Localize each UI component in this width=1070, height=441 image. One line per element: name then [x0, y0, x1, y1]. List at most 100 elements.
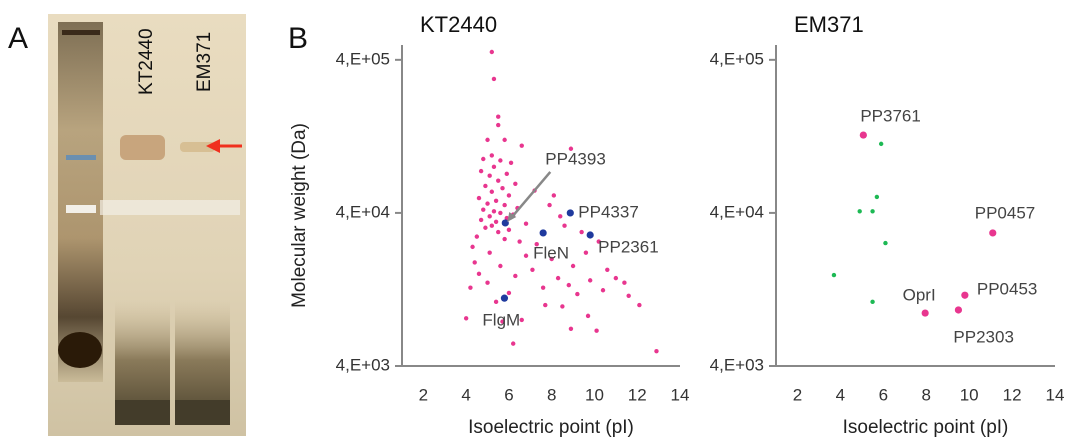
point [579, 229, 584, 235]
point [883, 240, 888, 246]
point [506, 290, 512, 296]
point [566, 209, 574, 217]
point [487, 173, 492, 178]
point [613, 275, 619, 281]
point [555, 275, 561, 281]
point [487, 250, 492, 255]
point [654, 348, 659, 354]
point-label: PP2303 [953, 327, 1014, 346]
chart-title: KT2440 [420, 12, 497, 37]
x-tick-label: 12 [628, 385, 647, 404]
point [857, 209, 862, 214]
point [500, 294, 509, 302]
chart-title: EM371 [794, 12, 864, 37]
y-tick-label: 4,E+04 [710, 202, 764, 221]
point [558, 214, 563, 219]
point [600, 288, 606, 293]
point [500, 186, 505, 191]
point [493, 299, 499, 305]
point [921, 309, 929, 317]
point [470, 244, 475, 250]
point [513, 273, 518, 279]
x-tick-label: 10 [960, 385, 979, 404]
x-tick-label: 12 [1003, 385, 1022, 404]
point [961, 291, 969, 299]
point [519, 143, 524, 148]
x-tick-label: 8 [547, 385, 556, 404]
point [523, 253, 529, 258]
point [491, 76, 497, 82]
point-label: PP0457 [975, 203, 1035, 222]
point [583, 250, 589, 255]
point [831, 272, 837, 278]
point-label: OprI [903, 286, 936, 305]
point [570, 263, 576, 269]
point [481, 156, 486, 162]
point [539, 229, 547, 237]
point [476, 195, 482, 201]
point [476, 271, 482, 277]
point [498, 263, 503, 269]
x-tick-label: 14 [1046, 385, 1065, 404]
point [496, 229, 501, 235]
point-label: PP0453 [977, 280, 1038, 299]
point [543, 302, 548, 308]
point-label: FleN [533, 243, 569, 262]
point-label: PP3761 [860, 107, 921, 126]
point [859, 131, 867, 139]
point [534, 241, 539, 247]
point [626, 293, 631, 298]
point [519, 317, 524, 323]
point-label: FlgM [482, 311, 520, 330]
point [562, 223, 567, 228]
panel-label: A [8, 22, 28, 55]
point [594, 328, 599, 333]
y-tick-label: 4,E+03 [710, 355, 764, 374]
point [502, 236, 507, 242]
point [504, 171, 509, 177]
point [468, 285, 473, 290]
x-tick-label: 10 [585, 385, 604, 404]
point [878, 141, 884, 147]
point [485, 201, 490, 206]
lane-label: KT2440 [136, 28, 157, 95]
point [605, 267, 610, 273]
point [496, 122, 501, 128]
point [585, 313, 591, 319]
x-tick-label: 8 [921, 385, 930, 404]
point [551, 193, 557, 198]
y-axis-title: Molecular weight (Da) [289, 123, 310, 308]
point [472, 260, 477, 265]
point [549, 256, 554, 262]
point [496, 114, 501, 119]
x-tick-label: 2 [419, 385, 428, 404]
y-tick-label: 4,E+04 [336, 202, 390, 221]
point [485, 137, 490, 143]
point [474, 234, 480, 239]
point [493, 219, 499, 224]
annotation-arrow [509, 171, 552, 220]
point [513, 181, 518, 186]
x-tick-label: 6 [879, 385, 888, 404]
point [622, 280, 627, 285]
x-tick-label: 4 [461, 385, 470, 404]
point [568, 326, 574, 331]
point [502, 202, 507, 208]
point [481, 207, 486, 212]
point [523, 221, 529, 226]
point [586, 231, 594, 239]
point [478, 217, 484, 223]
y-tick-label: 4,E+05 [336, 49, 390, 68]
x-axis-title: Isoelectric point (pI) [843, 417, 1009, 438]
point [493, 198, 499, 203]
point [954, 306, 963, 314]
point [547, 202, 552, 208]
point [575, 291, 580, 297]
point [989, 229, 997, 237]
point [540, 285, 546, 290]
point [596, 239, 601, 244]
point [485, 280, 490, 285]
point [870, 299, 875, 305]
x-tick-label: 14 [671, 385, 690, 404]
point [498, 210, 503, 216]
